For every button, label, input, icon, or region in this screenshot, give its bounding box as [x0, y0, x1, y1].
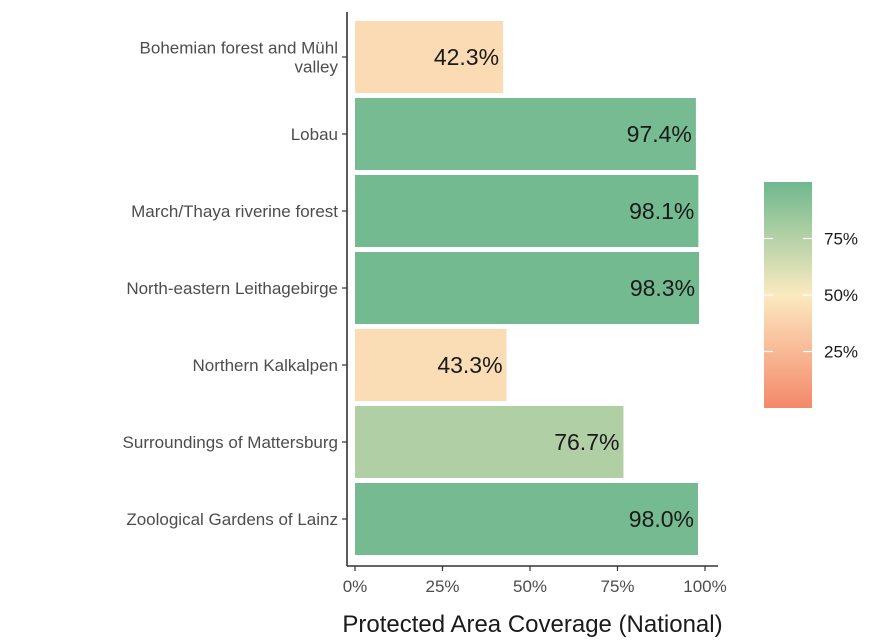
x-tick-label: 25% — [425, 577, 459, 596]
bar-value-label: 76.7% — [554, 429, 619, 455]
bar — [355, 483, 698, 555]
x-axis: 0% 25% 50% 75% 100% — [343, 565, 727, 596]
y-tick-label: Zoological Gardens of Lainz — [126, 510, 338, 529]
bar-value-label: 98.3% — [630, 275, 695, 301]
legend-label: 75% — [824, 230, 858, 249]
color-legend: 25% 50% 75% — [764, 182, 858, 408]
x-tick-label: 50% — [513, 577, 547, 596]
x-tick-label: 100% — [683, 577, 726, 596]
y-tick-label: March/Thaya riverine forest — [131, 202, 338, 221]
y-tick-label: Surroundings of Mattersburg — [123, 433, 338, 452]
y-tick-label: Northern Kalkalpen — [192, 356, 338, 375]
bar — [355, 406, 624, 478]
bar — [355, 175, 699, 247]
x-tick-label: 0% — [343, 577, 368, 596]
bar-value-label: 98.0% — [629, 506, 694, 532]
x-axis-title: Protected Area Coverage (National) — [342, 611, 722, 638]
bars-group — [355, 21, 700, 555]
bar — [355, 98, 696, 170]
y-tick-label: Bohemian forest and Mühl valley — [140, 39, 339, 77]
legend-label: 25% — [824, 343, 858, 362]
bar-labels-group: 42.3% 97.4% 98.1% 98.3% 43.3% 76.7% 98.0% — [434, 44, 695, 532]
bar — [355, 252, 700, 324]
bar-value-label: 98.1% — [629, 198, 694, 224]
bar — [355, 21, 504, 93]
x-tick-label: 75% — [600, 577, 634, 596]
y-tick-label: North-eastern Leithagebirge — [126, 279, 338, 298]
bar — [355, 329, 507, 401]
bar-value-label: 97.4% — [627, 121, 692, 147]
bar-value-label: 43.3% — [437, 352, 502, 378]
legend-label: 50% — [824, 286, 858, 305]
y-axis: Bohemian forest and Mühl valley Lobau March… — [123, 12, 348, 566]
y-tick-label: Lobau — [291, 125, 338, 144]
bar-value-label: 42.3% — [434, 44, 499, 70]
